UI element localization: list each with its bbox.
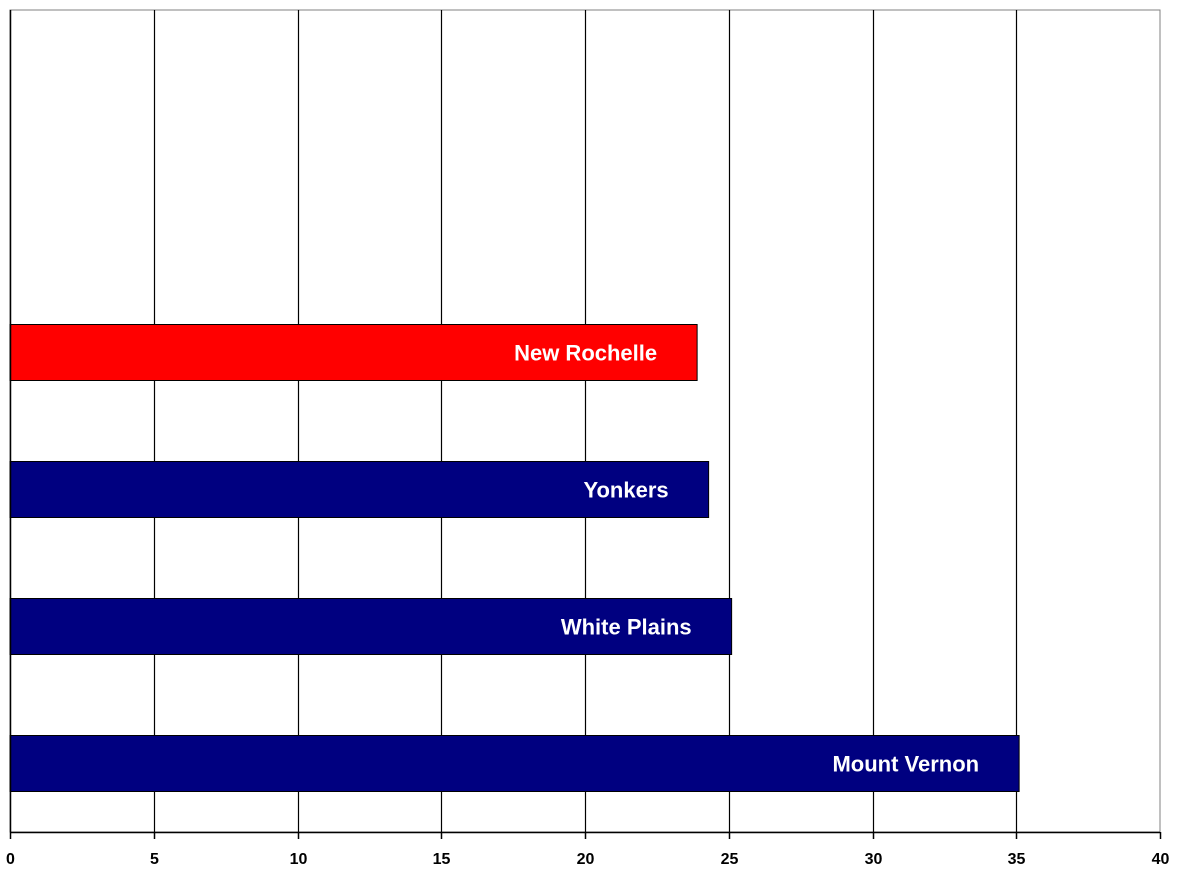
x-tick-label: 5 bbox=[150, 851, 159, 868]
x-axis: 0 5 10 15 20 25 30 35 40 bbox=[6, 10, 1170, 868]
x-tick-label: 35 bbox=[1008, 851, 1026, 868]
x-tick-label: 20 bbox=[577, 851, 595, 868]
bar bbox=[9, 461, 710, 518]
x-tick-label: 0 bbox=[6, 851, 15, 868]
bar bbox=[9, 735, 1020, 792]
x-tick-label: 40 bbox=[1152, 851, 1170, 868]
x-tick-label: 15 bbox=[433, 851, 451, 868]
bar-label: New Rochelle bbox=[514, 341, 657, 366]
x-tick-label: 30 bbox=[865, 851, 883, 868]
bars: Mount Vernon White Plains Yonkers New Roche… bbox=[9, 324, 1020, 792]
bar-label: White Plains bbox=[561, 615, 692, 640]
gridlines bbox=[153, 10, 1018, 832]
bar-label: Mount Vernon bbox=[832, 752, 979, 777]
x-tick-label: 25 bbox=[721, 851, 739, 868]
bar-label: Yonkers bbox=[583, 478, 668, 503]
x-tick-label: 10 bbox=[290, 851, 308, 868]
